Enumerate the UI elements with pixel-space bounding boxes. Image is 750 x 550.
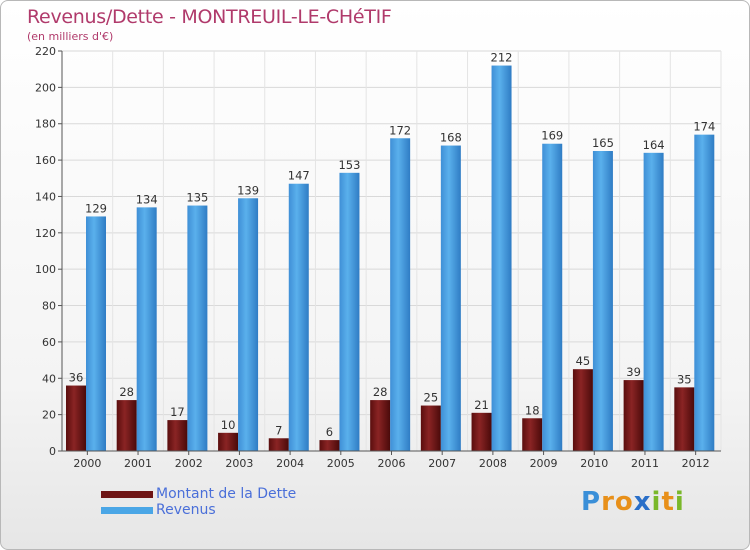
bar-revenus-2012 <box>694 134 715 452</box>
x-tick-label-2006: 2006 <box>378 457 406 470</box>
data-label-dette-2001: 28 <box>119 385 134 399</box>
legend-swatch-dette <box>101 491 153 498</box>
bar-revenus-2007 <box>440 145 461 451</box>
data-label-dette-2011: 39 <box>626 365 641 379</box>
x-tick-label-2007: 2007 <box>428 457 456 470</box>
bar-revenus-2009 <box>542 143 563 451</box>
bar-dette-2005 <box>319 440 340 451</box>
bar-revenus-2003 <box>238 198 259 451</box>
bar-dette-2006 <box>370 400 391 451</box>
data-label-revenus-2009: 169 <box>541 129 563 143</box>
data-label-revenus-2005: 153 <box>338 158 360 172</box>
data-label-dette-2003: 10 <box>221 418 236 432</box>
y-tick-label: 80 <box>42 300 56 313</box>
data-label-revenus-2006: 172 <box>389 123 411 137</box>
bar-dette-2001 <box>116 400 137 451</box>
proxiti-logo: Proxiti <box>581 487 685 517</box>
bar-dette-2008 <box>471 412 492 451</box>
data-label-dette-2012: 35 <box>677 372 692 386</box>
y-tick-label: 40 <box>42 372 56 385</box>
x-tick-label-2012: 2012 <box>682 457 710 470</box>
logo-letter: t <box>661 487 675 517</box>
legend-label-dette: Montant de la Dette <box>156 486 297 502</box>
data-label-revenus-2010: 165 <box>592 136 614 150</box>
legend-swatch-revenus <box>101 507 153 514</box>
data-label-dette-2005: 6 <box>326 425 333 439</box>
bar-revenus-2002 <box>187 205 208 451</box>
bar-dette-2004 <box>268 438 289 451</box>
data-label-revenus-2012: 174 <box>693 120 715 134</box>
data-label-dette-2008: 21 <box>474 398 489 412</box>
y-tick-label: 100 <box>35 263 56 276</box>
x-tick-label-2002: 2002 <box>175 457 203 470</box>
x-tick-label-2011: 2011 <box>631 457 659 470</box>
y-tick-label: 20 <box>42 409 56 422</box>
bar-dette-2009 <box>522 418 543 451</box>
logo-letter: P <box>581 487 602 517</box>
bar-dette-2003 <box>218 432 239 451</box>
y-tick-label: 120 <box>35 227 56 240</box>
bar-revenus-2004 <box>288 183 309 451</box>
chart-title: Revenus/Dette - MONTREUIL-LE-CHéTIF <box>27 6 392 28</box>
x-tick-label-2003: 2003 <box>225 457 253 470</box>
data-label-dette-2007: 25 <box>424 391 439 405</box>
data-label-revenus-2007: 168 <box>440 131 462 145</box>
x-tick-label-2000: 2000 <box>73 457 101 470</box>
bar-dette-2012 <box>674 387 695 451</box>
bar-revenus-2011 <box>643 152 664 451</box>
bar-dette-2007 <box>420 405 441 451</box>
data-label-dette-2002: 17 <box>170 405 185 419</box>
x-tick-label-2009: 2009 <box>530 457 558 470</box>
bar-revenus-2010 <box>592 151 613 451</box>
y-tick-label: 220 <box>35 45 56 58</box>
chart-subtitle: (en milliers d'€) <box>27 30 114 43</box>
x-tick-label-2010: 2010 <box>580 457 608 470</box>
bar-dette-2002 <box>167 420 188 451</box>
y-tick-label: 0 <box>49 445 56 458</box>
y-tick-label: 180 <box>35 118 56 131</box>
bar-dette-2010 <box>572 369 593 451</box>
data-label-revenus-2011: 164 <box>643 138 665 152</box>
bar-revenus-2005 <box>339 172 360 451</box>
logo-letter: x <box>633 487 652 517</box>
data-label-revenus-2002: 135 <box>186 191 208 205</box>
data-label-revenus-2001: 134 <box>136 192 158 206</box>
data-label-revenus-2008: 212 <box>491 51 513 65</box>
data-label-revenus-2003: 139 <box>237 183 259 197</box>
data-label-dette-2010: 45 <box>576 354 591 368</box>
legend-label-revenus: Revenus <box>156 502 216 518</box>
logo-letter: i <box>674 487 685 517</box>
bar-revenus-2000 <box>86 216 106 451</box>
x-tick-label-2004: 2004 <box>276 457 304 470</box>
y-tick-label: 200 <box>35 81 56 94</box>
data-label-revenus-2004: 147 <box>288 169 310 183</box>
data-label-dette-2009: 18 <box>525 403 540 417</box>
bar-revenus-2008 <box>491 65 512 451</box>
y-tick-label: 160 <box>35 154 56 167</box>
y-tick-label: 60 <box>42 336 56 349</box>
x-tick-label-2001: 2001 <box>124 457 152 470</box>
data-label-dette-2004: 7 <box>275 423 282 437</box>
x-tick-label-2005: 2005 <box>327 457 355 470</box>
logo-letter: r <box>601 487 615 517</box>
logo-letter: i <box>651 487 662 517</box>
bar-revenus-2001 <box>136 207 157 451</box>
bar-dette-2000 <box>66 385 86 451</box>
x-tick-label-2008: 2008 <box>479 457 507 470</box>
bar-dette-2011 <box>623 380 644 451</box>
bar-revenus-2006 <box>390 138 411 452</box>
data-label-revenus-2000: 129 <box>85 201 107 215</box>
data-label-dette-2006: 28 <box>373 385 388 399</box>
data-label-dette-2000: 36 <box>69 371 84 385</box>
y-tick-label: 140 <box>35 190 56 203</box>
logo-letter: o <box>614 487 634 517</box>
